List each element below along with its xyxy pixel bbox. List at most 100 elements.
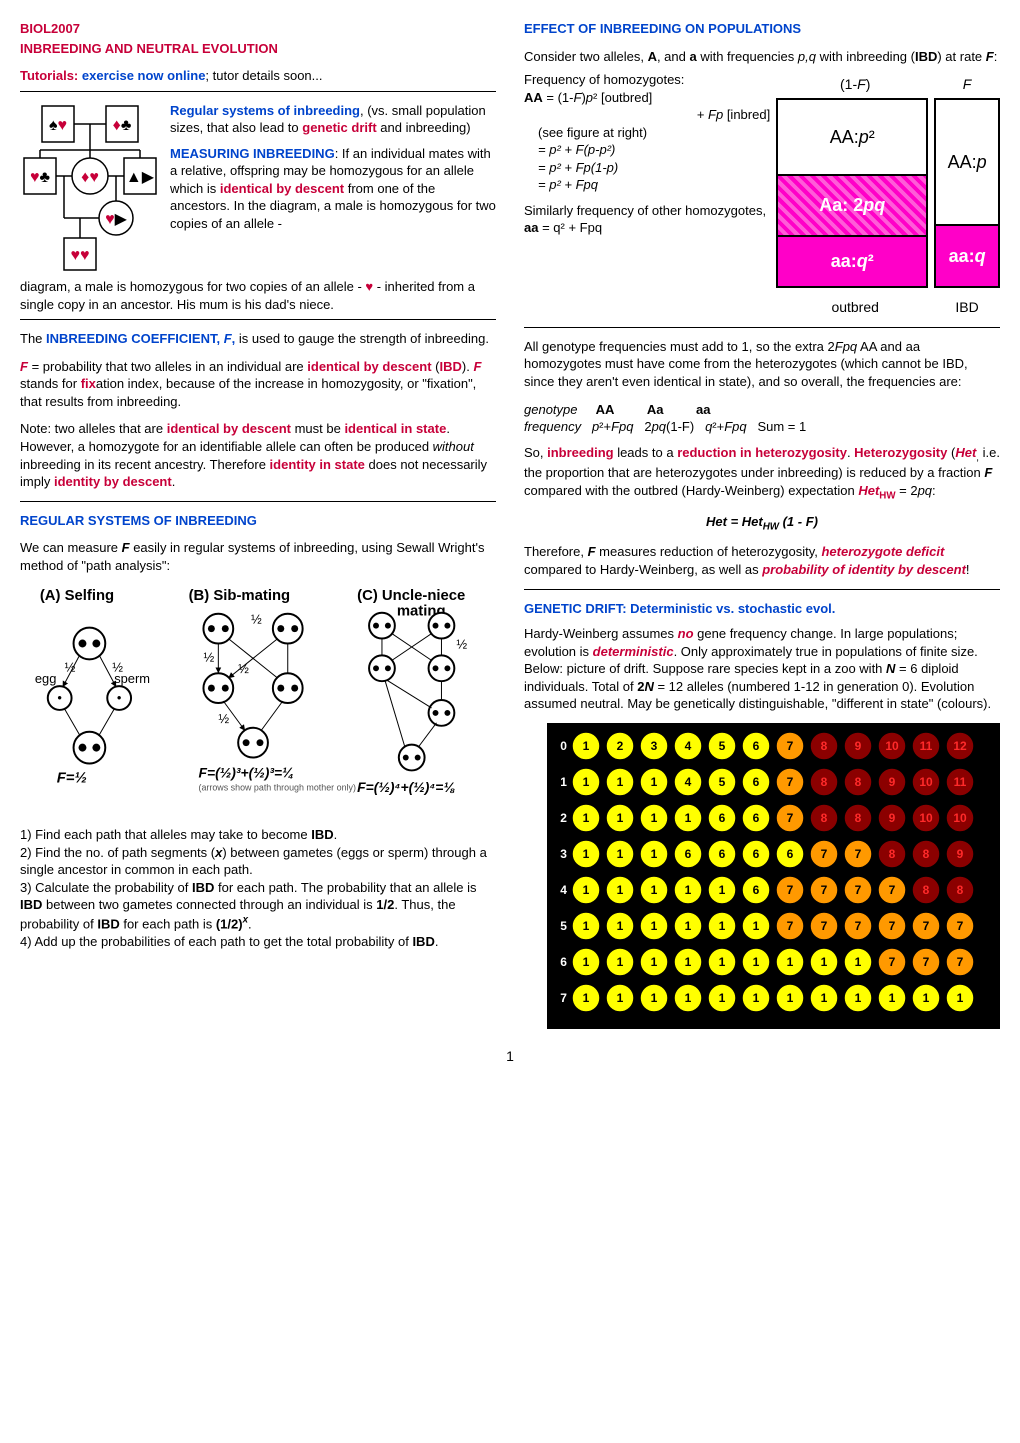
svg-text:11: 11 [920,739,933,753]
svg-text:1: 1 [685,811,692,825]
figA-label: (A) Selfing [40,588,114,604]
gt-sum: Sum = 1 [757,419,806,434]
allele-circle: 10 [945,803,975,833]
allele-circle: 7 [877,911,907,941]
gd-body: Hardy-Weinberg assumes no gene frequency… [524,625,1000,713]
box-aaq2: aa: q² [778,235,926,286]
svg-text:1: 1 [685,883,692,897]
tut-link[interactable]: exercise now online [82,68,206,83]
gen-index: 4 [553,882,567,898]
allele-circle: 1 [605,875,635,905]
coef-body: is used to gauge the strength of inbreed… [235,331,489,346]
svg-text:8: 8 [855,811,862,825]
svg-text:1: 1 [821,991,828,1005]
svg-text:½: ½ [203,650,214,665]
intro-F: F [986,49,994,64]
svg-text:1: 1 [583,811,590,825]
svg-text:7: 7 [855,883,862,897]
figC-label: (C) Uncle-niece [357,588,465,604]
svg-text:7: 7 [787,811,794,825]
allele-circle: 6 [741,767,771,797]
HetHW: Het [858,483,879,498]
intro-ibd: IBD [915,49,937,64]
allele-circle: 1 [571,839,601,869]
allele-circle: 1 [877,983,907,1013]
allele-circle: 12 [945,731,975,761]
svg-text:1: 1 [617,847,624,861]
gt-freq: frequency [524,419,581,434]
allele-circle: 7 [843,839,873,869]
allele-circle: 8 [809,767,839,797]
foot-left: outbred [776,294,934,321]
allele-circle: 1 [741,947,771,977]
allgen-fpq: Fpq [835,339,857,354]
allele-circle: 1 [707,875,737,905]
gendrift: genetic drift [302,120,376,135]
allele-circle: 8 [911,875,941,905]
svg-text:1: 1 [583,883,590,897]
allele-circle: 1 [809,947,839,977]
gt-v2: 2pq(1-F) [644,419,694,434]
gen-index: 2 [553,810,567,826]
page-number: 1 [20,1047,1000,1066]
svg-text:7: 7 [957,955,964,969]
HW: HW [879,491,895,502]
s1-suf: . [334,827,338,842]
svg-text:7: 7 [923,919,930,933]
gen-index: 1 [553,774,567,790]
N: N [886,661,895,676]
svg-text:7: 7 [957,919,964,933]
svg-text:1: 1 [651,955,658,969]
intro-mid: , and [657,49,690,64]
allele-circle: 1 [605,911,635,941]
allele-circle: 8 [843,767,873,797]
allele-circle: 1 [571,731,601,761]
eq1: = p² + F(p-p²) [538,141,770,159]
svg-text:1: 1 [583,991,590,1005]
allele-circle: 7 [877,947,907,977]
allele-circle: 1 [673,803,703,833]
svg-text:1: 1 [583,775,590,789]
intro-pre: Consider two alleles, [524,49,648,64]
allele-circle: 10 [877,731,907,761]
svg-text:½: ½ [65,660,76,675]
allele-circle: 8 [877,839,907,869]
allele-circle: 6 [741,803,771,833]
allele-circle: 9 [877,803,907,833]
no: no [678,626,694,641]
svg-text:1: 1 [651,847,658,861]
there-body2: compared to Hardy-Weinberg, as well as [524,562,762,577]
s3-body4: for each path is [120,916,216,931]
allele-circle: 7 [843,911,873,941]
svg-text:1: 1 [685,991,692,1005]
s4-pre: 4) Add up the probabilities of each path… [20,934,412,949]
svg-text:1: 1 [617,955,624,969]
gen-row: 0123456789101112 [553,731,994,761]
gen-index: 0 [553,738,567,754]
allele-circle: 7 [843,875,873,905]
rule-3 [20,501,496,502]
Ffix: F [473,359,481,374]
svg-text:9: 9 [855,739,862,753]
svg-text:1: 1 [821,955,828,969]
allele-circle: 1 [707,911,737,941]
allele-circle: 5 [707,731,737,761]
F3: F [588,544,596,559]
svg-text:♥▶: ♥▶ [105,211,128,228]
allele-circle: 1 [741,983,771,1013]
allele-circle: 7 [775,875,805,905]
intro-mid2: with frequencies [697,49,798,64]
svg-text:1: 1 [719,919,726,933]
svg-text:1: 1 [855,955,862,969]
rule-r1 [524,327,1000,328]
gen-row: 5111111777777 [553,911,994,941]
svg-text:1: 1 [651,811,658,825]
svg-text:1: 1 [583,919,590,933]
svg-text:6: 6 [787,847,794,861]
there-body: measures reduction of heterozygosity, [596,544,822,559]
s3-body: for each path. The probability that an a… [214,880,476,895]
so-body3: = 2pq: [896,483,936,498]
without: without [433,439,474,454]
svg-text:F=(½)⁴+(½)⁴=⅛: F=(½)⁴+(½)⁴=⅛ [357,780,455,796]
svg-text:7: 7 [821,919,828,933]
